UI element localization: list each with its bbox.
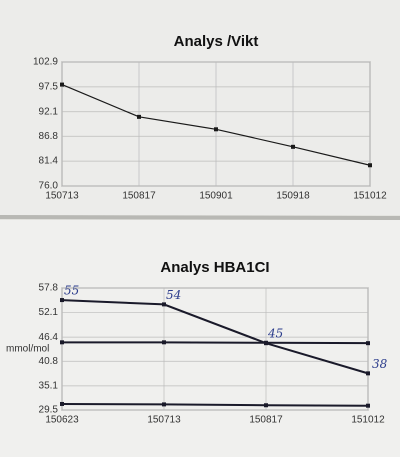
- data-point: [60, 82, 64, 87]
- data-line: [61, 299, 369, 375]
- data-point: [137, 114, 141, 119]
- x-tick-label: 150623: [45, 415, 79, 426]
- x-tick-label: 150918: [276, 191, 310, 202]
- y-tick-label: 81.4: [39, 156, 59, 167]
- x-tick-label: 150817: [249, 415, 283, 426]
- y-tick-label: 40.8: [39, 356, 59, 367]
- x-tick-label: 150713: [147, 415, 181, 426]
- paper-fold: [0, 215, 400, 220]
- data-point: [162, 402, 166, 407]
- x-tick-label: 151012: [351, 415, 385, 426]
- paper-top: [0, 0, 400, 215]
- x-tick-label: 150901: [199, 191, 233, 202]
- chart-title: Analys HBA1CI: [160, 259, 269, 276]
- y-tick-label: 35.1: [39, 380, 59, 391]
- data-point: [214, 127, 218, 132]
- y-tick-label: 76.0: [39, 181, 59, 192]
- y-tick-label: 86.8: [39, 131, 59, 142]
- data-point: [368, 163, 372, 168]
- y-tick-label: 92.1: [39, 106, 59, 117]
- data-line: [61, 402, 369, 407]
- data-line: [62, 341, 369, 345]
- data-point: [60, 401, 64, 406]
- y-axis-label: mmol/mol: [6, 344, 49, 355]
- data-point: [162, 302, 166, 307]
- data-point: [162, 340, 166, 345]
- data-point: [264, 340, 268, 345]
- y-tick-label: 29.5: [39, 405, 59, 416]
- y-tick-label: 97.5: [39, 82, 59, 93]
- data-point: [291, 144, 295, 149]
- data-label: 38: [372, 357, 388, 371]
- data-point: [264, 403, 268, 408]
- y-tick-label: 46.4: [39, 332, 59, 343]
- y-tick-label: 102.9: [33, 57, 58, 68]
- data-point: [366, 403, 370, 408]
- data-label: 45: [267, 327, 283, 341]
- data-point: [60, 340, 64, 345]
- data-label: 54: [166, 288, 181, 302]
- data-point: [60, 298, 64, 303]
- data-point: [366, 341, 370, 346]
- data-point: [366, 371, 370, 376]
- y-tick-label: 52.1: [39, 307, 59, 318]
- paper-bottom: [0, 220, 400, 457]
- x-tick-label: 150817: [122, 191, 156, 202]
- x-tick-label: 151012: [353, 191, 387, 202]
- chart-title: Analys /Vikt: [174, 33, 259, 50]
- y-tick-label: 57.8: [39, 283, 59, 294]
- x-tick-label: 150713: [45, 191, 79, 202]
- data-label: 55: [64, 284, 79, 298]
